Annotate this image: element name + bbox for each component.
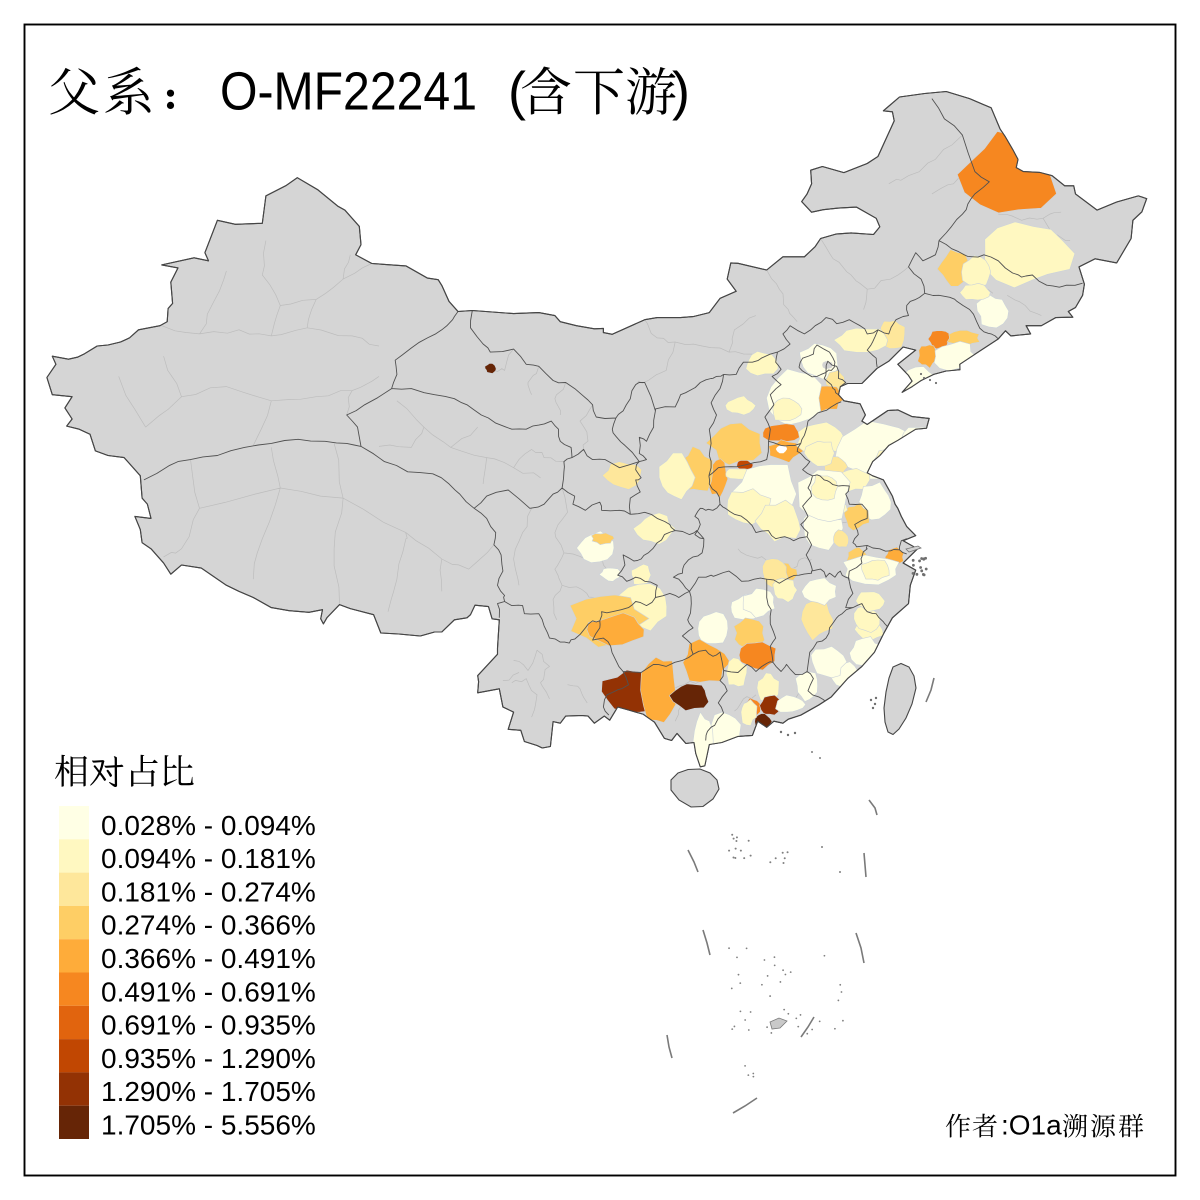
svg-text:0.094% - 0.181%: 0.094% - 0.181% <box>101 843 316 874</box>
svg-text:0.691% - 0.935%: 0.691% - 0.935% <box>101 1010 316 1041</box>
svg-text:0.028% - 0.094%: 0.028% - 0.094% <box>101 810 316 841</box>
svg-text:0.274% - 0.366%: 0.274% - 0.366% <box>101 910 316 941</box>
svg-text:): ) <box>672 62 690 122</box>
svg-text:1.705% - 5.556%: 1.705% - 5.556% <box>101 1110 316 1141</box>
svg-text:O-MF22241: O-MF22241 <box>220 62 477 122</box>
svg-text:0.491% - 0.691%: 0.491% - 0.691% <box>101 976 316 1007</box>
svg-text:0.366% - 0.491%: 0.366% - 0.491% <box>101 943 316 974</box>
svg-text:0.181% - 0.274%: 0.181% - 0.274% <box>101 876 316 907</box>
svg-text:(: ( <box>508 62 526 122</box>
svg-text::O1a: :O1a <box>1001 1110 1062 1141</box>
svg-text:0.935% - 1.290%: 0.935% - 1.290% <box>101 1043 316 1074</box>
svg-text:1.290% - 1.705%: 1.290% - 1.705% <box>101 1076 316 1107</box>
